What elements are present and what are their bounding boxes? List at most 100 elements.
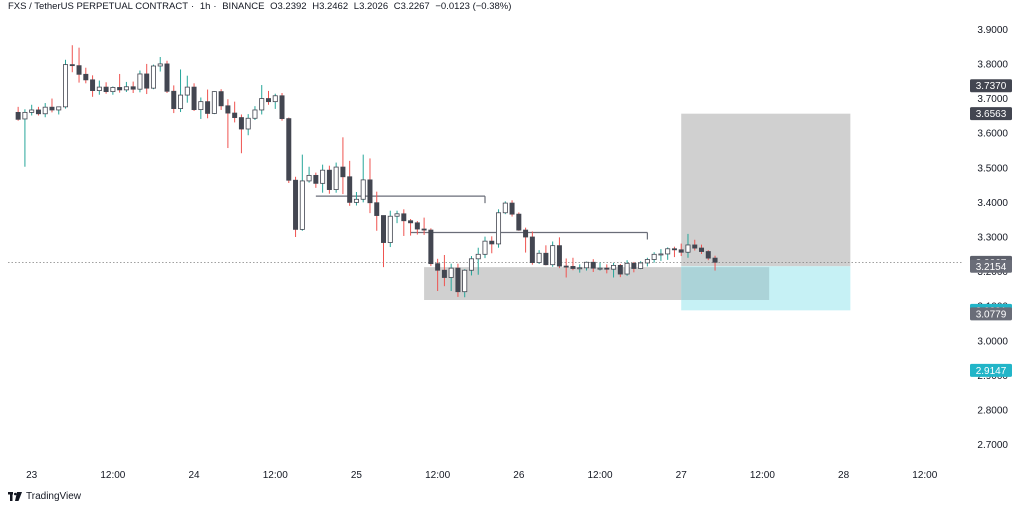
candle-body-54 <box>381 215 387 243</box>
y-tick-label-12: 2.7000 <box>977 440 1008 451</box>
candle-body-65 <box>455 267 461 293</box>
candle-body-11 <box>90 79 96 91</box>
open-value: 3.2392 <box>277 1 307 12</box>
candle-body-74 <box>516 213 522 231</box>
candle-body-52 <box>367 179 373 204</box>
low-label: L <box>353 1 360 12</box>
candle-body-30 <box>218 91 224 107</box>
candle-body-78 <box>543 252 549 266</box>
candle-body-61 <box>428 229 434 265</box>
price-tag-label-6: 2.9147 <box>976 366 1007 377</box>
price-tag-label-1: 3.6563 <box>976 109 1007 120</box>
x-tick-label-3: 12:00 <box>263 470 288 481</box>
candle-body-84 <box>583 261 589 269</box>
candle-body-6 <box>56 106 62 111</box>
candle-body-64 <box>448 267 454 278</box>
candle-body-36 <box>259 98 265 111</box>
candle-body-101 <box>699 247 705 252</box>
candle-body-21 <box>157 63 163 67</box>
candle-body-4 <box>42 106 48 115</box>
candle-body-9 <box>76 65 82 75</box>
tradingview-logo-icon <box>8 492 22 501</box>
y-tick-label-6: 3.3000 <box>977 233 1008 244</box>
y-tick-label-1: 3.8000 <box>977 59 1008 70</box>
candle-body-46 <box>326 169 332 190</box>
candle-body-18 <box>137 73 143 90</box>
candle-body-43 <box>306 174 312 182</box>
candle-body-90 <box>624 262 630 275</box>
candle-body-60 <box>421 228 427 231</box>
low-value: 3.2026 <box>359 1 389 12</box>
price-tag-1 <box>970 107 1012 121</box>
tradingview-branding[interactable]: TradingView <box>8 491 81 502</box>
candle-body-14 <box>110 87 116 93</box>
y-tick-label-9: 3.0000 <box>977 336 1008 347</box>
candle-body-10 <box>83 73 89 81</box>
candle-body-0 <box>15 111 21 120</box>
symbol-name[interactable]: FXS / TetherUS PERPETUAL CONTRACT <box>8 1 189 12</box>
candle-body-95 <box>658 253 664 256</box>
zone-overlap <box>681 267 770 300</box>
candle-body-44 <box>313 174 319 184</box>
candle-body-67 <box>468 258 474 271</box>
candle-body-56 <box>394 213 400 217</box>
candle-body-72 <box>502 202 508 214</box>
candle-body-73 <box>509 202 515 215</box>
x-tick-label-2: 24 <box>189 470 201 481</box>
x-tick-label-7: 12:00 <box>588 470 613 481</box>
position-target-zone <box>681 113 851 267</box>
y-tick-label-5: 3.4000 <box>977 198 1008 209</box>
candle-body-15 <box>117 87 123 91</box>
candle-body-57 <box>401 213 407 222</box>
candle-body-40 <box>286 118 292 181</box>
candle-body-35 <box>252 109 258 119</box>
y-tick-label-3: 3.6000 <box>977 129 1008 140</box>
candle-body-92 <box>638 262 644 269</box>
y-tick-label-0: 3.9000 <box>977 25 1008 36</box>
candle-body-23 <box>171 90 177 109</box>
candle-body-81 <box>563 265 569 268</box>
candle-body-1 <box>22 111 28 120</box>
interval-label[interactable]: 1h <box>199 1 211 12</box>
candle-body-93 <box>644 259 650 264</box>
candle-body-41 <box>293 179 299 230</box>
candle-body-19 <box>144 73 150 89</box>
candle-body-89 <box>617 264 623 275</box>
candle-body-31 <box>225 105 231 114</box>
candle-body-26 <box>191 86 197 111</box>
candle-body-28 <box>205 101 211 114</box>
x-tick-label-4: 25 <box>351 470 363 481</box>
candle-body-79 <box>550 245 556 266</box>
candle-body-98 <box>678 249 684 253</box>
candle-body-33 <box>238 117 244 130</box>
x-tick-label-9: 12:00 <box>750 470 775 481</box>
candle-body-47 <box>333 166 339 190</box>
candle-body-75 <box>523 229 529 238</box>
tradingview-brand-label: TradingView <box>26 491 82 502</box>
candle-body-2 <box>29 109 35 113</box>
candle-body-76 <box>529 236 535 264</box>
candle-body-51 <box>360 179 366 200</box>
candle-body-77 <box>536 252 542 264</box>
candle-body-37 <box>265 98 271 103</box>
high-label: H <box>312 1 320 12</box>
candle-body-88 <box>611 264 617 270</box>
price-tag-3 <box>970 259 1012 273</box>
candle-body-66 <box>462 269 468 293</box>
candle-body-50 <box>353 198 359 203</box>
x-tick-label-5: 12:00 <box>425 470 450 481</box>
y-tick-label-2: 3.7000 <box>977 94 1008 105</box>
candle-body-8 <box>69 64 75 67</box>
y-tick-label-11: 2.8000 <box>977 406 1008 417</box>
candle-body-71 <box>496 212 502 245</box>
price-tag-6 <box>970 363 1012 377</box>
candle-body-12 <box>96 86 102 91</box>
close-label: C <box>393 1 401 12</box>
change-value: −0.0123 (−0.38%) <box>435 1 512 12</box>
price-tag-0 <box>970 79 1012 93</box>
price-tag-label-0: 3.7370 <box>976 81 1007 92</box>
candle-body-80 <box>556 245 562 267</box>
candle-body-3 <box>35 109 41 115</box>
